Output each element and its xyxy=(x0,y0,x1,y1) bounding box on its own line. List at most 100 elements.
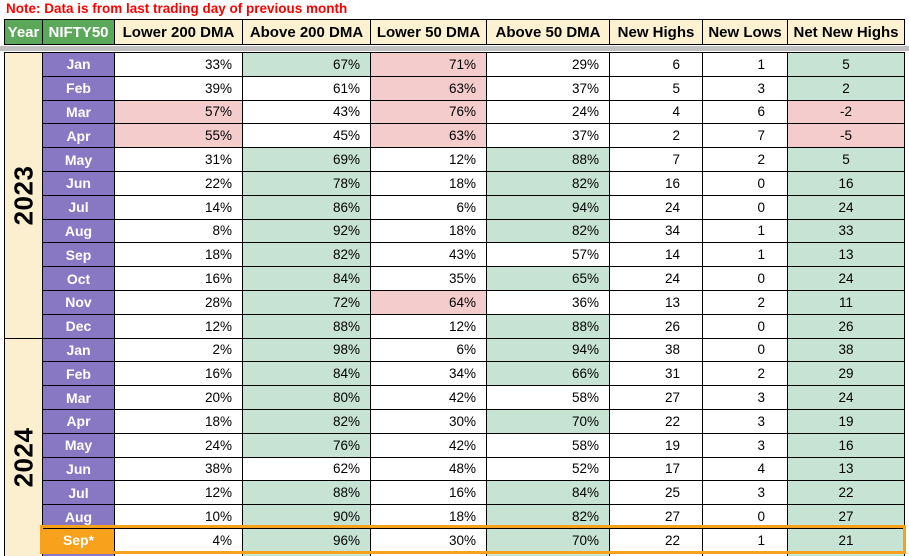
data-cell[interactable]: 17 xyxy=(610,457,702,481)
data-cell[interactable] xyxy=(487,552,609,556)
data-cell[interactable]: 22 xyxy=(610,409,702,433)
data-cell[interactable]: 16% xyxy=(371,481,486,505)
data-cell[interactable]: 4% xyxy=(115,528,242,552)
data-cell[interactable]: 82% xyxy=(243,409,370,433)
month-cell-2023-Jul[interactable]: Jul xyxy=(43,195,114,219)
data-cell[interactable]: 5 xyxy=(788,148,904,171)
data-cell[interactable]: 3 xyxy=(703,481,787,505)
month-cell-2023-Dec[interactable]: Dec xyxy=(43,314,114,338)
data-cell[interactable]: 4 xyxy=(703,457,787,481)
data-cell[interactable]: 27 xyxy=(610,386,702,409)
data-cell[interactable]: 5 xyxy=(610,76,702,100)
data-cell[interactable]: 94% xyxy=(487,338,609,362)
data-cell[interactable]: 24% xyxy=(115,433,242,457)
data-cell[interactable]: 19 xyxy=(610,433,702,457)
data-cell[interactable]: 82% xyxy=(487,219,609,243)
data-cell[interactable]: 6% xyxy=(371,338,486,362)
data-cell[interactable]: 13 xyxy=(788,457,904,481)
data-cell[interactable]: 5 xyxy=(788,53,904,76)
data-cell[interactable]: 66% xyxy=(487,362,609,386)
data-cell[interactable]: 24 xyxy=(788,195,904,219)
data-cell[interactable]: 78% xyxy=(243,171,370,195)
data-cell[interactable]: 18% xyxy=(371,505,486,528)
data-cell[interactable]: 88% xyxy=(487,314,609,338)
data-cell[interactable]: 6 xyxy=(703,100,787,124)
data-cell[interactable]: 37% xyxy=(487,76,609,100)
month-cell-2024-Jun[interactable]: Jun xyxy=(43,457,114,481)
data-cell[interactable]: 0 xyxy=(703,195,787,219)
data-cell[interactable]: 12% xyxy=(115,481,242,505)
year-cell-2024[interactable]: 2024 xyxy=(5,338,42,556)
data-cell[interactable]: 58% xyxy=(487,386,609,409)
month-cell-2024-May[interactable]: May xyxy=(43,433,114,457)
data-cell[interactable]: 39% xyxy=(115,76,242,100)
data-cell[interactable]: 16 xyxy=(610,171,702,195)
column-header-lower-200-dma[interactable]: Lower 200 DMA xyxy=(115,20,242,44)
data-cell[interactable]: -5 xyxy=(788,124,904,148)
data-cell[interactable]: 38 xyxy=(610,338,702,362)
data-cell[interactable]: 3 xyxy=(703,409,787,433)
data-cell[interactable]: 82% xyxy=(487,171,609,195)
data-cell[interactable]: 18% xyxy=(371,171,486,195)
data-cell[interactable]: 26 xyxy=(610,314,702,338)
data-cell[interactable]: 92% xyxy=(243,219,370,243)
data-cell[interactable]: 27 xyxy=(788,505,904,528)
data-cell[interactable]: 14% xyxy=(115,195,242,219)
data-cell[interactable]: -2 xyxy=(788,100,904,124)
data-cell[interactable]: 12% xyxy=(115,314,242,338)
data-cell[interactable]: 55% xyxy=(115,124,242,148)
data-cell[interactable]: 24 xyxy=(788,267,904,290)
data-cell[interactable]: 10% xyxy=(115,505,242,528)
month-cell-2024-Apr[interactable]: Apr xyxy=(43,409,114,433)
data-cell[interactable]: 7 xyxy=(610,148,702,171)
data-cell[interactable]: 18% xyxy=(371,219,486,243)
month-cell-2024-Feb[interactable]: Feb xyxy=(43,362,114,386)
data-cell[interactable]: 43% xyxy=(371,243,486,267)
data-cell[interactable]: 58% xyxy=(487,433,609,457)
column-header-net-new-highs[interactable]: Net New Highs xyxy=(788,20,904,44)
data-cell[interactable]: 52% xyxy=(487,457,609,481)
data-cell[interactable]: 80% xyxy=(243,386,370,409)
data-cell[interactable]: 13 xyxy=(788,243,904,267)
data-cell[interactable]: 31% xyxy=(115,148,242,171)
month-cell-2024-Jul[interactable]: Jul xyxy=(43,481,114,505)
data-cell[interactable]: 88% xyxy=(243,481,370,505)
data-cell[interactable]: 8% xyxy=(115,219,242,243)
data-cell[interactable]: 3 xyxy=(703,76,787,100)
data-cell[interactable]: 36% xyxy=(487,290,609,314)
data-cell[interactable] xyxy=(243,552,370,556)
data-cell[interactable]: 6% xyxy=(371,195,486,219)
data-cell[interactable]: 42% xyxy=(371,386,486,409)
data-cell[interactable]: 88% xyxy=(487,148,609,171)
data-cell[interactable]: 76% xyxy=(243,433,370,457)
data-cell[interactable]: 90% xyxy=(243,505,370,528)
data-cell[interactable]: 3 xyxy=(703,433,787,457)
data-cell[interactable]: 84% xyxy=(487,481,609,505)
data-cell[interactable]: 57% xyxy=(487,243,609,267)
data-cell[interactable]: 22% xyxy=(115,171,242,195)
data-cell[interactable]: 88% xyxy=(243,314,370,338)
data-cell[interactable]: 1 xyxy=(703,243,787,267)
data-cell[interactable]: 94% xyxy=(487,195,609,219)
data-cell[interactable]: 2% xyxy=(115,338,242,362)
data-cell[interactable]: 2 xyxy=(703,148,787,171)
data-cell[interactable]: 38 xyxy=(788,338,904,362)
data-cell[interactable]: 72% xyxy=(243,290,370,314)
column-header-new-highs[interactable]: New Highs xyxy=(610,20,702,44)
data-cell[interactable]: 0 xyxy=(703,505,787,528)
data-cell[interactable]: 24 xyxy=(788,386,904,409)
data-cell[interactable]: 31 xyxy=(610,362,702,386)
month-cell-2023-Jun[interactable]: Jun xyxy=(43,171,114,195)
data-cell[interactable]: 57% xyxy=(115,100,242,124)
data-cell[interactable] xyxy=(703,552,787,556)
data-cell[interactable] xyxy=(788,552,904,556)
column-header-above-50-dma[interactable]: Above 50 DMA xyxy=(487,20,609,44)
data-cell[interactable]: 4 xyxy=(610,100,702,124)
data-cell[interactable]: 64% xyxy=(371,290,486,314)
data-cell[interactable]: 70% xyxy=(487,409,609,433)
month-cell-2023-Mar[interactable]: Mar xyxy=(43,100,114,124)
data-cell[interactable]: 62% xyxy=(243,457,370,481)
data-cell[interactable]: 24 xyxy=(610,195,702,219)
data-cell[interactable]: 34% xyxy=(371,362,486,386)
month-cell-2023-Nov[interactable]: Nov xyxy=(43,290,114,314)
